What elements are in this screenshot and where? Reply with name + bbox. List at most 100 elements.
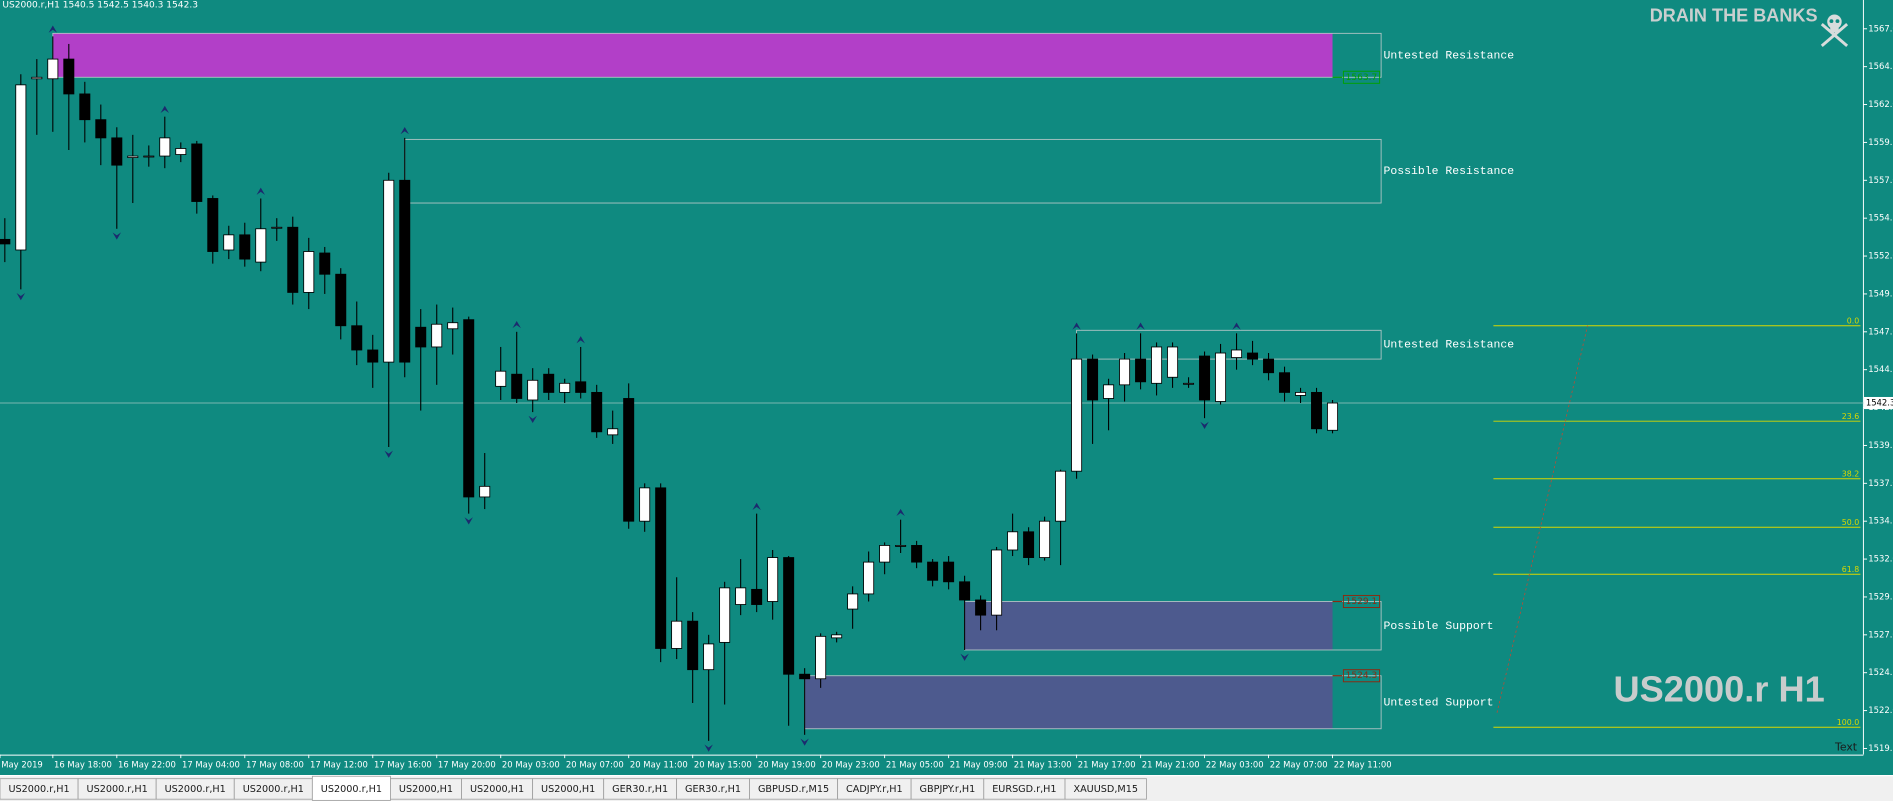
- candle-body: [1039, 520, 1051, 558]
- y-tick-label: 1567.0: [1868, 23, 1893, 33]
- brand-text: DRAIN THE BANKS: [1650, 6, 1818, 26]
- x-tick-label: 21 May 13:00: [1014, 759, 1072, 769]
- y-tick-label: 1537.0: [1868, 478, 1893, 488]
- fractal-up: [896, 508, 905, 517]
- tab-label[interactable]: GBPUSD.r,M15: [758, 784, 829, 795]
- tab-label[interactable]: US2000.r,H1: [8, 784, 69, 795]
- candle-body: [223, 234, 235, 251]
- candle-body: [991, 549, 1003, 616]
- candle-body: [15, 84, 27, 251]
- candle-body: [719, 587, 731, 643]
- tab-label[interactable]: US2000,H1: [541, 784, 595, 795]
- current-price-label: 1542.3: [1866, 398, 1893, 408]
- overlays: 1519.5 1522.0 1524.5 1527.0 1529.5 1532.0 1534…: [0, 23, 1893, 769]
- tab-label[interactable]: US2000.r,H1: [87, 784, 148, 795]
- y-tick-label: 1527.0: [1868, 629, 1893, 639]
- fib-label: 38.2: [1842, 469, 1859, 478]
- y-tick-label: 1552.0: [1868, 251, 1893, 261]
- zone-tag-box: [1342, 70, 1381, 84]
- x-tick-label: May 2019: [1, 759, 43, 769]
- candle-body: [1023, 531, 1035, 558]
- fib-label: 0.0: [1847, 316, 1859, 325]
- candle-body: [815, 635, 827, 680]
- candle-body: [191, 143, 203, 202]
- x-tick-label: 20 May 23:00: [822, 759, 880, 769]
- zone-label: Untested Support: [1384, 696, 1494, 709]
- x-tick-label: 21 May 05:00: [886, 759, 944, 769]
- corner-text: Text: [1834, 740, 1857, 753]
- candle-body: [1135, 358, 1147, 383]
- candle-body: [767, 557, 779, 602]
- candle-body: [255, 228, 267, 263]
- x-tick-label: 20 May 03:00: [502, 759, 560, 769]
- candles: [0, 25, 1339, 752]
- tab-label[interactable]: US2000.r,H1: [243, 784, 304, 795]
- candle-body: [415, 326, 427, 348]
- x-tick-label: 20 May 11:00: [630, 759, 688, 769]
- tab[interactable]: [1064, 778, 1147, 800]
- candle-body: [47, 58, 59, 80]
- fractal-up: [400, 127, 409, 135]
- candle-body: [463, 319, 475, 498]
- tab-label[interactable]: XAUUSD,M15: [1073, 784, 1138, 795]
- candle-body: [511, 373, 523, 399]
- candle-body: [655, 487, 667, 649]
- y-tick-label: 1549.5: [1868, 288, 1893, 298]
- candle-body: [1311, 391, 1323, 430]
- candle-body: [527, 379, 539, 401]
- x-tick-label: 17 May 04:00: [182, 759, 240, 769]
- candle-body: [431, 323, 443, 348]
- tab-label[interactable]: US2000.r,H1: [165, 784, 226, 795]
- tab[interactable]: [311, 775, 391, 801]
- candle-body: [943, 561, 955, 583]
- tab-label[interactable]: GER30.r,H1: [685, 784, 741, 795]
- fib-label: 50.0: [1842, 518, 1859, 527]
- tab-label[interactable]: US2000.r,H1: [321, 784, 382, 795]
- y-tick-label: 1547.0: [1868, 326, 1893, 336]
- fib-label: 100.0: [1837, 718, 1859, 727]
- fractal-down: [384, 450, 393, 458]
- y-tick-label: 1522.0: [1868, 705, 1893, 715]
- zone-tag: 1524.3: [1346, 671, 1378, 681]
- y-tick-label: 1554.5: [1868, 213, 1893, 223]
- candle-body: [591, 391, 603, 433]
- candle-body: [367, 349, 379, 363]
- zone-tag-box: [1342, 594, 1381, 609]
- fractal-down: [1200, 421, 1209, 430]
- candle-body: [31, 76, 43, 80]
- x-tick-label: 21 May 21:00: [1142, 759, 1200, 769]
- tab-label[interactable]: US2000,H1: [470, 784, 524, 795]
- tab-label[interactable]: US2000,H1: [399, 784, 453, 795]
- candle-body: [1199, 355, 1211, 401]
- candle-body: [1007, 531, 1019, 551]
- candle-body: [1071, 358, 1083, 472]
- candle-body: [1167, 346, 1179, 378]
- candle-body: [1183, 382, 1195, 385]
- tab-label[interactable]: EURSGD.r,H1: [992, 784, 1056, 795]
- candle-body: [79, 93, 91, 121]
- y-tick-label: 1564.5: [1868, 61, 1893, 71]
- candle-body: [239, 234, 251, 260]
- candle-body: [783, 557, 795, 675]
- candle-body: [287, 226, 299, 293]
- candle-body: [495, 370, 507, 387]
- zones: Untested Resistance 1563.7 Possible Resist…: [0, 32, 1864, 730]
- x-tick-label: 22 May 11:00: [1334, 759, 1392, 769]
- candle-body: [1119, 358, 1131, 386]
- candle-body: [623, 398, 635, 522]
- x-tick-label: 17 May 20:00: [438, 759, 496, 769]
- fractal-down: [800, 738, 809, 746]
- y-tick-label: 1557.0: [1868, 175, 1893, 185]
- tab-label[interactable]: CADJPY.r,H1: [846, 784, 903, 795]
- candle-body: [1231, 349, 1243, 358]
- fractal-down: [528, 415, 537, 423]
- zone-label: Possible Support: [1384, 620, 1494, 633]
- tab-label[interactable]: GER30.r,H1: [612, 784, 668, 795]
- candle-body: [799, 673, 811, 680]
- tab-label[interactable]: GBPJPY.r,H1: [920, 784, 976, 795]
- x-tick-label: 16 May 22:00: [118, 759, 176, 769]
- candle-body: [175, 148, 187, 155]
- candle-body: [1327, 402, 1339, 431]
